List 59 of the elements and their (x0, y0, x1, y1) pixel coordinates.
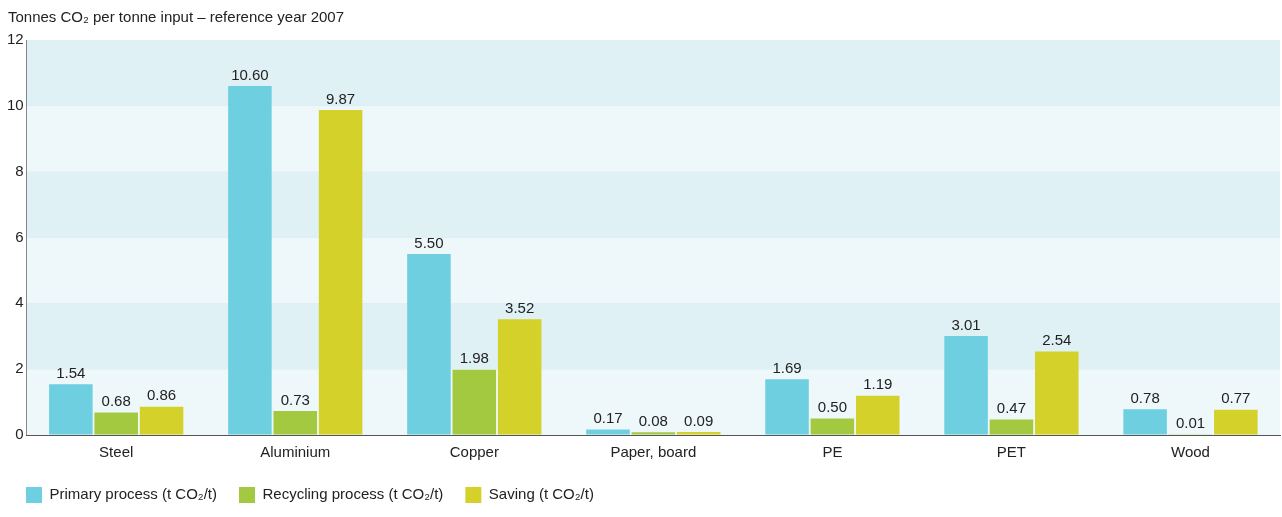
bar (228, 86, 272, 435)
y-tick-label: 8 (15, 161, 24, 179)
data-label: 0.50 (817, 398, 847, 416)
bar (1123, 409, 1167, 435)
bar (810, 418, 855, 435)
bar (586, 429, 630, 435)
y-tick-label: 2 (15, 359, 24, 377)
data-label: 1.19 (863, 375, 893, 393)
bar (855, 395, 900, 435)
data-label: 0.17 (593, 409, 623, 427)
x-tick-label: PET (996, 443, 1027, 461)
data-label: 0.09 (684, 411, 714, 429)
bar (452, 369, 497, 435)
bar (497, 319, 542, 435)
x-tick-label: Steel (99, 443, 134, 461)
data-label: 1.69 (772, 359, 802, 377)
legend-label: Primary process (t CO₂/t) (49, 485, 218, 503)
bar (273, 410, 318, 435)
data-label: 0.73 (280, 390, 310, 408)
x-tick-label: Paper, board (610, 443, 697, 461)
data-label: 0.68 (101, 392, 131, 410)
data-label: 2.54 (1042, 331, 1072, 349)
data-label: 0.01 (1175, 414, 1206, 432)
data-label: 0.47 (996, 399, 1027, 417)
bar (94, 412, 138, 435)
bar (139, 406, 184, 435)
x-tick-label: Aluminium (260, 443, 331, 461)
data-label: 1.54 (56, 363, 86, 381)
data-label: 0.77 (1221, 389, 1251, 407)
data-label: 3.01 (951, 315, 981, 333)
y-tick-label: 6 (15, 227, 24, 245)
bar (765, 379, 809, 435)
bar (989, 419, 1034, 435)
y-tick-label: 0 (15, 425, 24, 443)
bar (318, 110, 363, 435)
bar (407, 253, 451, 435)
x-tick-label: PE (822, 443, 843, 461)
bar (1214, 409, 1258, 435)
data-label: 5.50 (414, 233, 444, 251)
data-label: 3.52 (505, 298, 535, 316)
y-tick-label: 10 (7, 95, 24, 113)
legend-label: Recycling process (t CO₂/t) (262, 485, 444, 503)
bar (49, 384, 93, 435)
data-label: 10.60 (231, 65, 269, 83)
x-tick-label: Wood (1171, 443, 1210, 461)
legend-label: Saving (t CO₂/t) (488, 485, 594, 503)
data-label: 0.86 (146, 386, 177, 404)
x-tick-label: Copper (449, 443, 499, 461)
data-label: 9.87 (326, 89, 356, 107)
y-axis-title: Tonnes CO₂ per tonne input – reference year 2007 (8, 8, 345, 25)
bar (631, 432, 676, 435)
bar (944, 335, 988, 435)
data-label: 0.08 (638, 412, 668, 430)
bar (676, 432, 721, 435)
data-label: 0.78 (1130, 388, 1160, 406)
data-label: 1.98 (459, 349, 489, 367)
bar (1035, 351, 1079, 435)
y-tick-label: 4 (15, 293, 24, 311)
y-tick-label: 12 (7, 30, 24, 48)
